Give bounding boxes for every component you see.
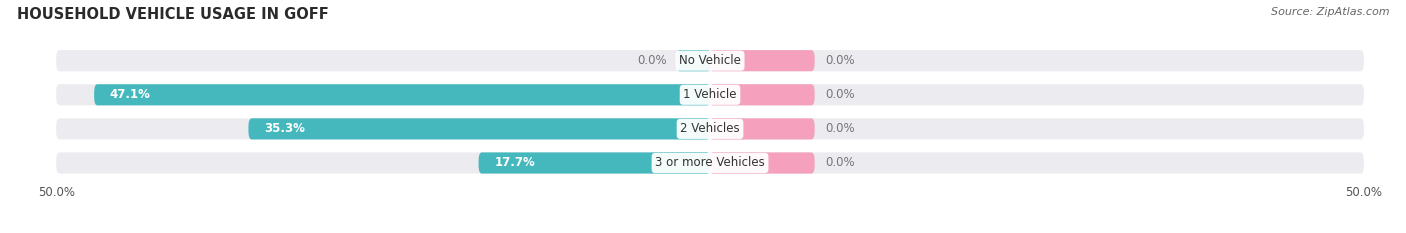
Text: 0.0%: 0.0% — [825, 122, 855, 135]
Text: 0.0%: 0.0% — [637, 54, 666, 67]
FancyBboxPatch shape — [94, 84, 710, 105]
FancyBboxPatch shape — [56, 50, 1364, 71]
FancyBboxPatch shape — [56, 152, 1364, 174]
Text: 1 Vehicle: 1 Vehicle — [683, 88, 737, 101]
Text: 35.3%: 35.3% — [264, 122, 305, 135]
FancyBboxPatch shape — [678, 50, 710, 71]
Text: 2 Vehicles: 2 Vehicles — [681, 122, 740, 135]
FancyBboxPatch shape — [710, 152, 814, 174]
FancyBboxPatch shape — [56, 118, 1364, 140]
Text: 0.0%: 0.0% — [825, 88, 855, 101]
Text: Source: ZipAtlas.com: Source: ZipAtlas.com — [1271, 7, 1389, 17]
FancyBboxPatch shape — [478, 152, 710, 174]
FancyBboxPatch shape — [249, 118, 710, 140]
Text: 0.0%: 0.0% — [825, 157, 855, 169]
FancyBboxPatch shape — [710, 84, 814, 105]
Text: 47.1%: 47.1% — [110, 88, 150, 101]
Text: HOUSEHOLD VEHICLE USAGE IN GOFF: HOUSEHOLD VEHICLE USAGE IN GOFF — [17, 7, 329, 22]
FancyBboxPatch shape — [710, 118, 814, 140]
FancyBboxPatch shape — [56, 84, 1364, 105]
Text: No Vehicle: No Vehicle — [679, 54, 741, 67]
Text: 17.7%: 17.7% — [495, 157, 536, 169]
Text: 0.0%: 0.0% — [825, 54, 855, 67]
FancyBboxPatch shape — [710, 50, 814, 71]
Text: 3 or more Vehicles: 3 or more Vehicles — [655, 157, 765, 169]
